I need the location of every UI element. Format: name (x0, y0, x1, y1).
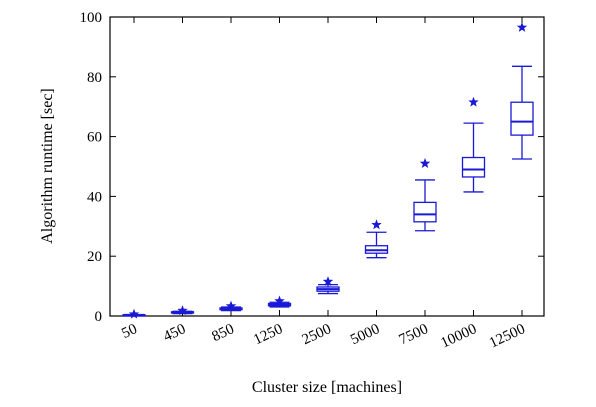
x-axis-title: Cluster size [machines] (252, 379, 402, 396)
y-tick-label: 20 (87, 249, 102, 265)
y-tick-label: 100 (80, 10, 103, 26)
outlier-star (322, 276, 334, 287)
x-tick-label: 450 (161, 321, 188, 345)
x-tick-label: 1250 (251, 321, 285, 348)
box-series (122, 21, 534, 319)
x-tick-label: 12500 (487, 321, 528, 351)
box-7500 (413, 158, 437, 232)
outlier-star (274, 295, 285, 306)
plot-frame (109, 16, 545, 317)
outlier-star (128, 308, 140, 319)
x-tick-label: 50 (119, 321, 139, 342)
box-12500 (510, 21, 534, 160)
x-tick-label: 2500 (300, 321, 334, 348)
box-1250 (267, 295, 292, 308)
box-2500 (316, 276, 340, 295)
x-tick-label: 10000 (438, 321, 479, 351)
box-10000 (461, 96, 486, 193)
y-tick-label: 0 (95, 309, 103, 325)
x-tick-label: 7500 (397, 321, 431, 348)
y-axis-title: Algorithm runtime [sec] (39, 88, 56, 244)
box-iqr (461, 156, 486, 178)
y-tick-label: 80 (87, 70, 102, 86)
x-tick-label: 5000 (348, 321, 382, 348)
box-5000 (364, 219, 389, 259)
y-axis: 0 20 40 60 80 100 (80, 10, 544, 325)
outlier-star (371, 219, 382, 230)
outlier-star (516, 21, 528, 32)
outlier-star (225, 300, 237, 311)
outlier-star (468, 96, 479, 107)
outlier-star (177, 305, 188, 316)
x-axis: 50 450 850 1250 2500 5000 7500 10000 12500 (119, 17, 528, 351)
y-tick-label: 60 (87, 130, 102, 146)
y-tick-label: 40 (87, 189, 102, 205)
x-tick-label: 850 (210, 321, 237, 345)
box-450 (170, 305, 195, 316)
box-iqr (413, 201, 437, 223)
outlier-star (419, 158, 431, 168)
box-iqr (510, 101, 534, 136)
box-850 (219, 300, 243, 312)
box-50 (122, 308, 146, 319)
